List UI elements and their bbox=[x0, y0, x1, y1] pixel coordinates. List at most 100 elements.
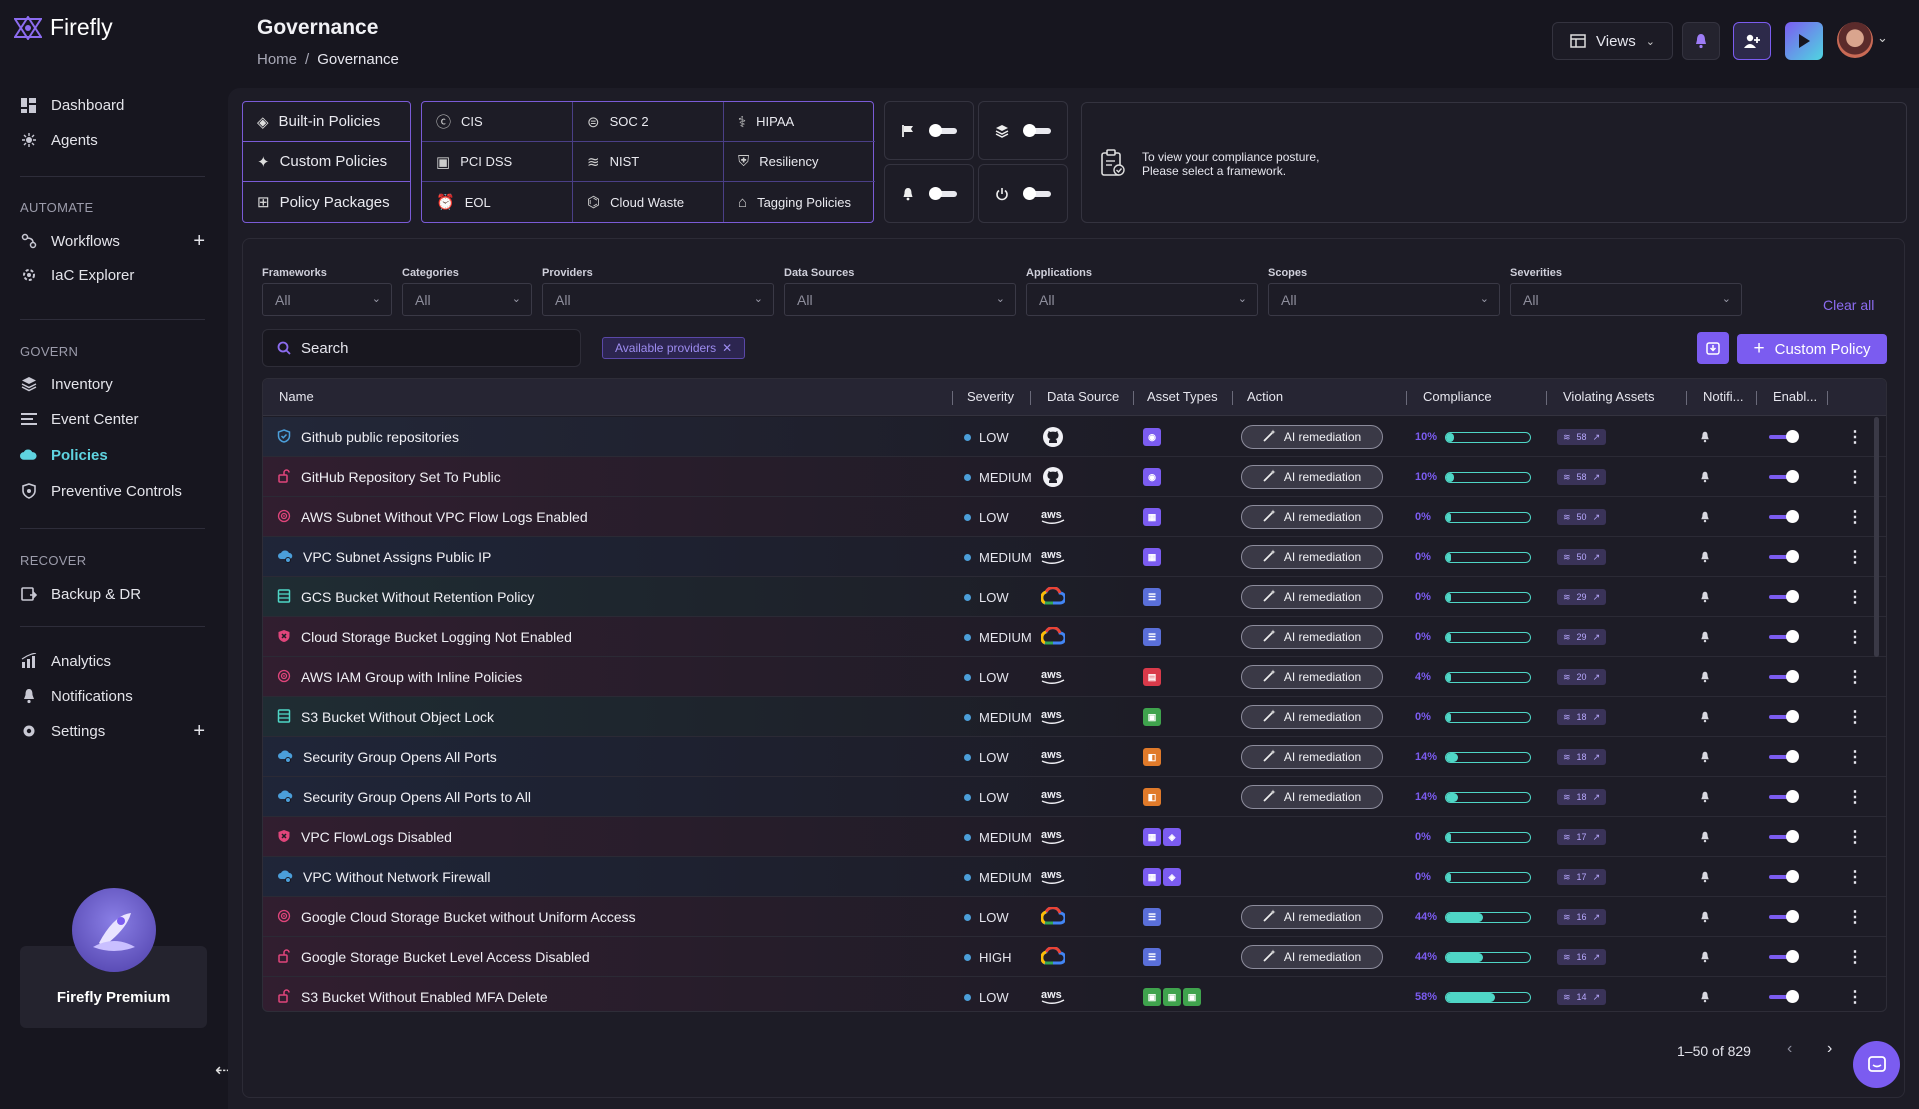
sidebar-item-backup-dr[interactable]: Backup & DR bbox=[20, 582, 205, 606]
next-page-icon[interactable]: › bbox=[1827, 1040, 1833, 1057]
toggle-switch[interactable] bbox=[1769, 790, 1799, 803]
column-separator[interactable] bbox=[1030, 391, 1031, 405]
framework-eol[interactable]: ⏰ EOL bbox=[422, 182, 573, 222]
violating-assets-badge[interactable]: ≋ 58 ↗ bbox=[1557, 469, 1607, 485]
sidebar-item-event-center[interactable]: Event Center bbox=[20, 407, 205, 431]
asset-type-icon[interactable]: ☰ bbox=[1143, 588, 1161, 606]
toggle-switch[interactable] bbox=[1769, 430, 1799, 443]
table-row[interactable]: Security Group Opens All Ports to All LOW… bbox=[263, 777, 1886, 817]
column-separator[interactable] bbox=[1232, 391, 1233, 405]
chat-support-button[interactable] bbox=[1853, 1041, 1900, 1088]
violating-assets-badge[interactable]: ≋ 16 ↗ bbox=[1557, 909, 1607, 925]
flag-toggle[interactable] bbox=[929, 123, 957, 137]
table-row[interactable]: Google Cloud Storage Bucket without Unif… bbox=[263, 897, 1886, 937]
column-separator[interactable] bbox=[1827, 391, 1828, 405]
enabled-toggle[interactable] bbox=[1769, 577, 1799, 617]
toggle-switch[interactable] bbox=[1769, 670, 1799, 683]
policy-name[interactable]: S3 Bucket Without Enabled MFA Delete bbox=[301, 989, 548, 1005]
more-options-icon[interactable]: ⋮ bbox=[1847, 709, 1863, 726]
table-row[interactable]: Security Group Opens All Ports LOW aws ◧ AI … bbox=[263, 737, 1886, 777]
violating-assets-badge[interactable]: ≋ 50 ↗ bbox=[1557, 549, 1607, 565]
policy-name-cell[interactable]: Security Group Opens All Ports to All bbox=[277, 777, 531, 817]
policy-name[interactable]: Cloud Storage Bucket Logging Not Enabled bbox=[301, 629, 572, 645]
more-options-icon[interactable]: ⋮ bbox=[1847, 509, 1863, 526]
framework-tagging-policies[interactable]: ⌂ Tagging Policies bbox=[724, 182, 875, 222]
ai-remediation-button[interactable]: AI remediation bbox=[1241, 705, 1383, 729]
add-settings-icon[interactable]: + bbox=[193, 719, 205, 742]
external-link-icon[interactable]: ↗ bbox=[1592, 671, 1601, 682]
add-custom-policy-button[interactable]: + Custom Policy bbox=[1737, 334, 1887, 364]
framework-hipaa[interactable]: ⚕ HIPAA bbox=[724, 102, 875, 142]
policy-name[interactable]: VPC FlowLogs Disabled bbox=[301, 829, 452, 845]
available-providers-chip[interactable]: Available providers ✕ bbox=[602, 337, 746, 359]
external-link-icon[interactable]: ↗ bbox=[1592, 511, 1601, 522]
policy-name[interactable]: Google Cloud Storage Bucket without Unif… bbox=[301, 909, 636, 925]
policy-name-cell[interactable]: GitHub Repository Set To Public bbox=[277, 457, 501, 497]
table-row[interactable]: AWS IAM Group with Inline Policies LOW aws… bbox=[263, 657, 1886, 697]
policy-name-cell[interactable]: S3 Bucket Without Object Lock bbox=[277, 697, 494, 737]
policy-name-cell[interactable]: AWS IAM Group with Inline Policies bbox=[277, 657, 522, 697]
framework-cis[interactable]: ⓒ CIS bbox=[422, 102, 573, 142]
ai-remediation-button[interactable]: AI remediation bbox=[1241, 785, 1383, 809]
more-options-icon[interactable]: ⋮ bbox=[1847, 469, 1863, 486]
ai-remediation-button[interactable]: AI remediation bbox=[1241, 745, 1383, 769]
sidebar-item-policies[interactable]: Policies bbox=[20, 443, 205, 467]
enabled-toggle[interactable] bbox=[1769, 857, 1799, 897]
external-link-icon[interactable]: ↗ bbox=[1592, 471, 1601, 482]
table-row[interactable]: Github public repositories LOW ◉ AI remedia… bbox=[263, 417, 1886, 457]
policy-name-cell[interactable]: VPC FlowLogs Disabled bbox=[277, 817, 452, 857]
notification-bell-icon[interactable] bbox=[1695, 497, 1715, 537]
close-icon[interactable]: ✕ bbox=[722, 341, 733, 355]
toggle-switch[interactable] bbox=[1769, 910, 1799, 923]
external-link-icon[interactable]: ↗ bbox=[1592, 831, 1601, 842]
previous-page-icon[interactable]: ‹ bbox=[1787, 1040, 1793, 1057]
notification-bell-icon[interactable] bbox=[1695, 857, 1715, 897]
asset-type-icon[interactable]: ▦ bbox=[1143, 548, 1161, 566]
policy-name-cell[interactable]: Google Storage Bucket Level Access Disab… bbox=[277, 937, 590, 977]
ai-remediation-button[interactable]: AI remediation bbox=[1241, 905, 1383, 929]
column-header-name[interactable]: Name bbox=[279, 389, 314, 404]
sidebar-item-inventory[interactable]: Inventory bbox=[20, 372, 205, 396]
external-link-icon[interactable]: ↗ bbox=[1592, 551, 1601, 562]
ai-remediation-button[interactable]: AI remediation bbox=[1241, 505, 1383, 529]
violating-assets-badge[interactable]: ≋ 17 ↗ bbox=[1557, 869, 1607, 885]
external-link-icon[interactable]: ↗ bbox=[1592, 431, 1601, 442]
table-row[interactable]: GCS Bucket Without Retention Policy LOW ☰ A… bbox=[263, 577, 1886, 617]
sidebar-item-agents[interactable]: Agents bbox=[20, 128, 205, 152]
toggle-switch[interactable] bbox=[1769, 470, 1799, 483]
violating-assets-badge[interactable]: ≋ 18 ↗ bbox=[1557, 709, 1607, 725]
ai-remediation-button[interactable]: AI remediation bbox=[1241, 665, 1383, 689]
more-options-icon[interactable]: ⋮ bbox=[1847, 429, 1863, 446]
ai-remediation-button[interactable]: AI remediation bbox=[1241, 545, 1383, 569]
violating-assets-badge[interactable]: ≋ 14 ↗ bbox=[1557, 989, 1607, 1005]
sidebar-item-dashboard[interactable]: Dashboard bbox=[20, 93, 205, 117]
enabled-toggle[interactable] bbox=[1769, 817, 1799, 857]
notification-bell-icon[interactable] bbox=[1695, 897, 1715, 937]
notification-bell-icon[interactable] bbox=[1695, 697, 1715, 737]
notification-bell-icon[interactable] bbox=[1695, 937, 1715, 977]
external-link-icon[interactable]: ↗ bbox=[1592, 791, 1601, 802]
sidebar-item-settings[interactable]: Settings + bbox=[20, 719, 205, 743]
policy-name-cell[interactable]: Github public repositories bbox=[277, 417, 459, 457]
avatar-chevron-down-icon[interactable]: ⌄ bbox=[1877, 30, 1888, 45]
enabled-toggle[interactable] bbox=[1769, 897, 1799, 937]
asset-type-icon[interactable]: ▦ bbox=[1143, 508, 1161, 526]
policy-name[interactable]: VPC Subnet Assigns Public IP bbox=[303, 549, 492, 565]
more-options-icon[interactable]: ⋮ bbox=[1847, 989, 1863, 1006]
filter-scopes-select[interactable]: All ⌄ bbox=[1268, 283, 1500, 316]
policy-name[interactable]: AWS IAM Group with Inline Policies bbox=[301, 669, 523, 685]
violating-assets-badge[interactable]: ≋ 17 ↗ bbox=[1557, 829, 1607, 845]
sidebar-item-workflows[interactable]: Workflows + bbox=[20, 229, 205, 253]
policy-name[interactable]: S3 Bucket Without Object Lock bbox=[301, 709, 494, 725]
asset-type-icon[interactable]: ▤ bbox=[1143, 668, 1161, 686]
external-link-icon[interactable]: ↗ bbox=[1592, 591, 1601, 602]
table-scrollbar[interactable] bbox=[1874, 417, 1879, 657]
ai-remediation-button[interactable]: AI remediation bbox=[1241, 945, 1383, 969]
policy-name[interactable]: GCS Bucket Without Retention Policy bbox=[301, 589, 535, 605]
column-separator[interactable] bbox=[952, 391, 953, 405]
policy-name[interactable]: Security Group Opens All Ports to All bbox=[303, 789, 531, 805]
table-row[interactable]: VPC Subnet Assigns Public IP MEDIUM aws ▦ AI… bbox=[263, 537, 1886, 577]
column-header-violating-assets[interactable]: Violating Assets bbox=[1563, 389, 1655, 404]
filter-providers-select[interactable]: All ⌄ bbox=[542, 283, 774, 316]
violating-assets-badge[interactable]: ≋ 29 ↗ bbox=[1557, 629, 1607, 645]
